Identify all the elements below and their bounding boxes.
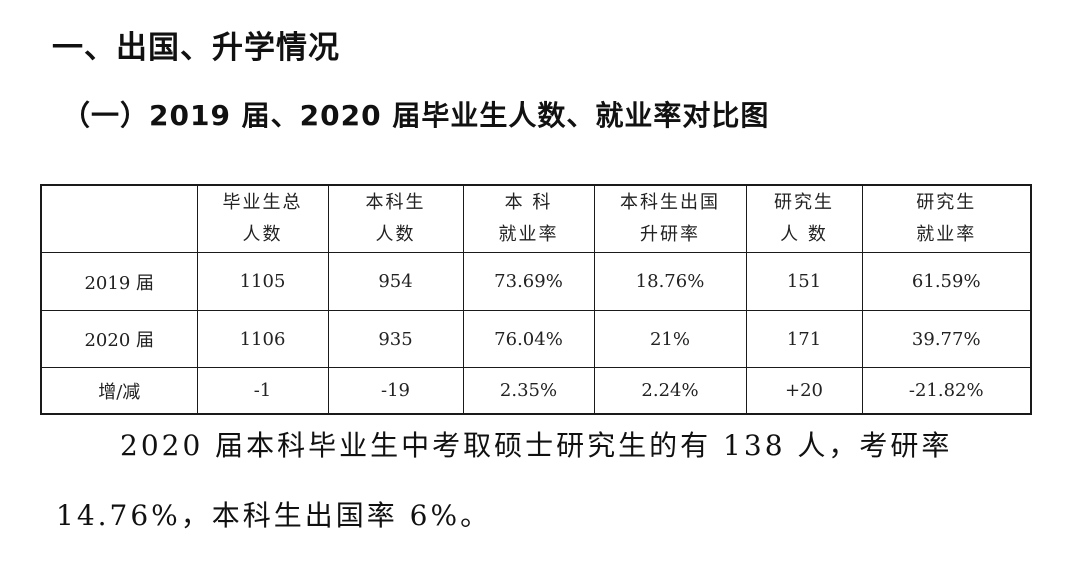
header-cell-undergrad-count: 本科生 人数 (327, 184, 464, 253)
table-cell: +20 (745, 367, 863, 415)
table-header-row: 毕业生总 人数 本科生 人数 本 科 就业率 本科生出国 升研率 研究生 人 数… (40, 184, 1032, 253)
header-cell-undergrad-employment: 本 科 就业率 (462, 184, 595, 253)
table-cell: 76.04% (462, 310, 595, 368)
header-cell-grad-count: 研究生 人 数 (745, 184, 863, 253)
table-row-2020: 2020 届 1106 935 76.04% 21% 171 39.77% (40, 310, 1032, 368)
table-cell: 1105 (196, 252, 329, 311)
paragraph-line-2: 14.76%，本科生出国率 6%。 (56, 499, 492, 532)
row-label: 增/减 (40, 367, 198, 415)
table-cell: -21.82% (861, 367, 1032, 415)
table-cell: -1 (196, 367, 329, 415)
table-cell: 171 (745, 310, 863, 368)
table-cell: 21% (593, 310, 747, 368)
header-cell-total-graduates: 毕业生总 人数 (196, 184, 329, 253)
header-cell-grad-employment: 研究生 就业率 (861, 184, 1032, 253)
header-cell-empty (40, 184, 198, 253)
table-cell: 1106 (196, 310, 329, 368)
table-cell: 18.76% (593, 252, 747, 311)
header-cell-undergrad-abroad-rate: 本科生出国 升研率 (593, 184, 747, 253)
table-row-change: 增/减 -1 -19 2.35% 2.24% +20 -21.82% (40, 367, 1032, 415)
comparison-table: 毕业生总 人数 本科生 人数 本 科 就业率 本科生出国 升研率 研究生 人 数… (40, 184, 1032, 415)
table-cell: 2.24% (593, 367, 747, 415)
table-cell: 954 (327, 252, 464, 311)
table-cell: 151 (745, 252, 863, 311)
table-cell: 61.59% (861, 252, 1032, 311)
row-label: 2020 届 (40, 310, 198, 368)
table-row-2019: 2019 届 1105 954 73.69% 18.76% 151 61.59% (40, 252, 1032, 311)
paragraph-line-1: 2020 届本科毕业生中考取硕士研究生的有 138 人，考研率 (120, 429, 953, 462)
section-title: 一、出国、升学情况 (52, 30, 340, 66)
table-cell: 935 (327, 310, 464, 368)
table-cell: 2.35% (462, 367, 595, 415)
table-cell: 39.77% (861, 310, 1032, 368)
table-cell: -19 (327, 367, 464, 415)
row-label: 2019 届 (40, 252, 198, 311)
subsection-title: （一）2019 届、2020 届毕业生人数、就业率对比图 (62, 99, 770, 132)
table-cell: 73.69% (462, 252, 595, 311)
